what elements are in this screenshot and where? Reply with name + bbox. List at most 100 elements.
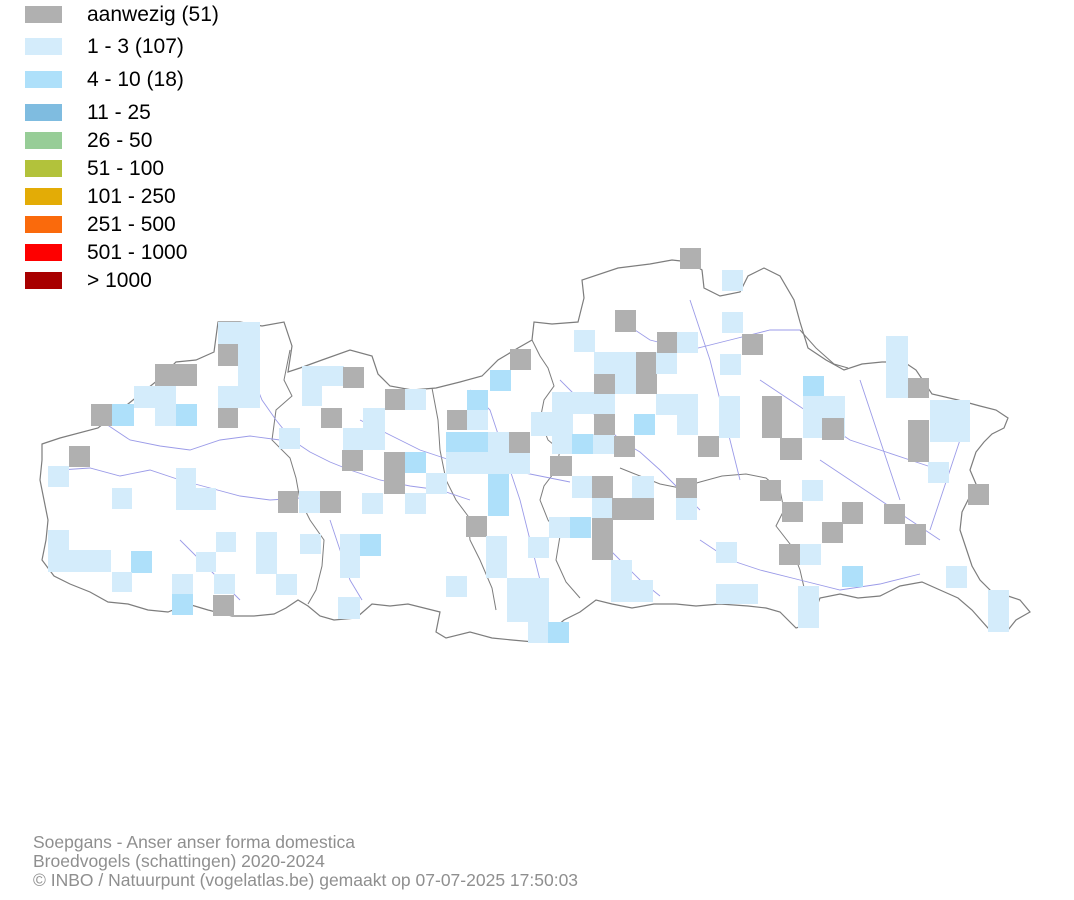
- grid-cell: [722, 270, 743, 291]
- grid-cell: [798, 586, 819, 628]
- legend-label: 26 - 50: [87, 129, 153, 152]
- grid-cell: [172, 574, 193, 594]
- grid-cell: [218, 386, 260, 408]
- grid-cell: [238, 366, 260, 386]
- grid-cell: [238, 344, 260, 366]
- grid-cell: [405, 389, 426, 410]
- grid-cell: [698, 436, 719, 457]
- legend-swatch: [25, 244, 62, 261]
- grid-cell: [760, 480, 781, 501]
- grid-cell: [218, 344, 238, 366]
- grid-cell: [680, 248, 701, 269]
- grid-cell: [488, 432, 509, 452]
- grid-cell: [216, 532, 236, 552]
- grid-cell: [722, 312, 743, 333]
- legend-item: 51 - 100: [25, 157, 345, 180]
- grid-cell: [112, 572, 132, 592]
- legend-item: > 1000: [25, 270, 345, 292]
- grid-cell: [196, 552, 216, 572]
- grid-cell: [362, 493, 383, 514]
- grid-cell: [552, 434, 572, 454]
- grid-cell: [214, 574, 235, 594]
- grid-cell: [342, 450, 363, 471]
- grid-cell: [176, 488, 216, 510]
- grid-cell: [886, 378, 908, 398]
- grid-cell: [634, 414, 655, 435]
- grid-cell: [905, 524, 926, 545]
- grid-cell: [510, 349, 531, 370]
- grid-cell: [592, 498, 613, 519]
- grid-cell: [946, 566, 967, 588]
- grid-cell: [340, 534, 360, 578]
- grid-cell: [218, 322, 260, 344]
- grid-cell: [593, 434, 614, 454]
- credit-line: © INBO / Natuurpunt (vogelatlas.be) gema…: [33, 870, 579, 890]
- grid-cell: [69, 550, 111, 572]
- grid-cell: [886, 336, 908, 378]
- legend-swatch: [25, 38, 62, 55]
- grid-cell: [302, 366, 344, 386]
- grid-cell: [615, 374, 636, 394]
- grid-cell: [594, 414, 615, 435]
- grid-cell: [276, 574, 297, 595]
- grid-cell: [384, 452, 405, 494]
- grid-cell: [594, 374, 615, 394]
- grid-cell: [528, 537, 549, 558]
- grid-cell: [908, 420, 929, 462]
- grid-cell: [385, 389, 405, 410]
- map-footer: Soepgans - Anser anser forma domestica B…: [33, 833, 578, 890]
- grid-cell: [299, 491, 320, 513]
- grid-cell: [131, 551, 152, 573]
- grid-cell: [592, 476, 613, 498]
- grid-cell: [574, 330, 595, 352]
- grid-cell: [363, 408, 385, 428]
- legend-label: 51 - 100: [87, 157, 165, 180]
- grid-cell: [338, 597, 360, 619]
- grid-cell: [782, 502, 803, 522]
- grid-cell: [656, 394, 698, 415]
- legend-swatch: [25, 272, 62, 289]
- grid-cell: [592, 518, 613, 560]
- legend-label: 501 - 1000: [87, 241, 188, 264]
- grid-cell: [676, 498, 697, 520]
- grid-cell: [490, 370, 511, 391]
- grid-cell: [213, 595, 234, 616]
- grid-cell: [676, 478, 697, 498]
- legend-item: 251 - 500: [25, 214, 345, 236]
- grid-cell: [446, 432, 488, 452]
- grid-cell: [446, 576, 467, 597]
- legend-label: 11 - 25: [87, 101, 151, 124]
- grid-cell: [155, 364, 197, 386]
- grid-cell: [112, 404, 134, 426]
- legend-item: 101 - 250: [25, 186, 345, 208]
- grid-cell: [800, 544, 821, 565]
- legend-swatch: [25, 160, 62, 177]
- legend-item: 501 - 1000: [25, 241, 345, 264]
- legend-swatch: [25, 71, 62, 88]
- legend-swatch: [25, 6, 62, 23]
- species-title: Soepgans - Anser anser forma domestica: [33, 832, 355, 852]
- grid-cell: [572, 476, 593, 498]
- grid-cell: [302, 386, 322, 406]
- grid-cell: [968, 484, 989, 505]
- legend-item: 4 - 10 (18): [25, 69, 345, 91]
- grid-cell: [405, 493, 426, 514]
- grid-cell: [552, 392, 615, 414]
- grid-cell: [509, 432, 530, 453]
- grid-cell: [677, 414, 698, 435]
- grid-cell: [426, 473, 447, 494]
- grid-cell: [48, 530, 69, 572]
- grid-cell: [176, 468, 196, 488]
- grid-cell: [155, 404, 176, 426]
- grid-cell: [928, 462, 949, 483]
- grid-cell: [842, 566, 863, 587]
- grid-cell: [594, 352, 636, 374]
- legend-swatch: [25, 188, 62, 205]
- grid-cell: [467, 410, 488, 430]
- grid-cell: [636, 352, 657, 394]
- survey-subtitle: Broedvogels (schattingen) 2020-2024: [33, 851, 325, 871]
- grid-cell: [321, 408, 342, 428]
- grid-cell: [176, 404, 197, 426]
- legend-item: aanwezig (51): [25, 4, 345, 26]
- grid-cell: [822, 522, 843, 543]
